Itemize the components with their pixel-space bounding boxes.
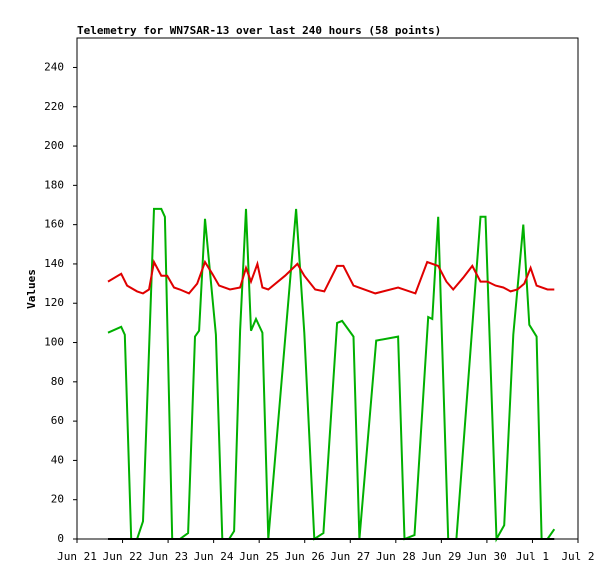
x-tick-label: Jul 1 <box>516 550 549 563</box>
y-tick-label: 160 <box>44 218 64 231</box>
x-tick-label: Jun 27 <box>330 550 370 563</box>
series-line <box>107 207 556 543</box>
y-tick-label: 220 <box>44 100 64 113</box>
x-tick-label: Jun 21 <box>57 550 97 563</box>
x-tick-label: Jun 29 <box>421 550 461 563</box>
y-tick-label: 180 <box>44 178 64 191</box>
x-tick-label: Jul 2 <box>561 550 594 563</box>
y-tick-label: 60 <box>51 414 64 427</box>
y-tick-label: 100 <box>44 336 64 349</box>
x-tick-label: Jun 28 <box>376 550 416 563</box>
y-tick-label: 140 <box>44 257 64 270</box>
x-tick-label: Jun 23 <box>148 550 188 563</box>
x-tick-label: Jun 24 <box>194 550 234 563</box>
y-axis-label: Values <box>25 269 38 309</box>
x-tick-label: Jun 30 <box>467 550 507 563</box>
series-line <box>107 258 555 295</box>
x-tick-label: Jun 26 <box>285 550 325 563</box>
y-tick-label: 0 <box>57 532 64 545</box>
x-tick-label: Jun 22 <box>103 550 143 563</box>
x-tick-label: Jun 25 <box>239 550 279 563</box>
y-tick-label: 240 <box>44 60 64 73</box>
y-tick-label: 40 <box>51 453 64 466</box>
y-tick-label: 200 <box>44 139 64 152</box>
chart-title: Telemetry for WN7SAR-13 over last 240 ho… <box>77 24 441 37</box>
y-tick-label: 120 <box>44 296 64 309</box>
y-tick-label: 20 <box>51 493 64 506</box>
y-tick-label: 80 <box>51 375 64 388</box>
